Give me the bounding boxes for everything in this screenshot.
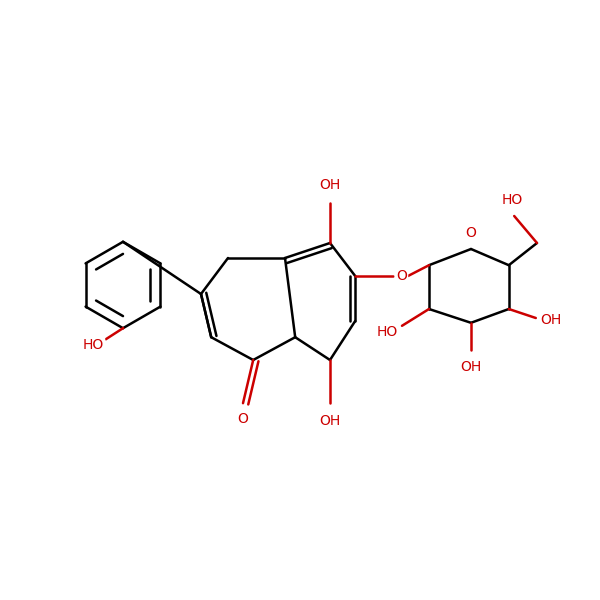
Text: O: O — [238, 412, 248, 426]
Text: HO: HO — [501, 193, 523, 207]
Text: OH: OH — [460, 360, 482, 374]
Text: HO: HO — [83, 338, 104, 352]
Text: HO: HO — [377, 325, 398, 339]
Text: O: O — [396, 269, 407, 283]
Text: OH: OH — [540, 313, 561, 327]
Text: O: O — [466, 226, 476, 240]
Text: OH: OH — [319, 414, 341, 428]
Text: OH: OH — [319, 178, 341, 192]
